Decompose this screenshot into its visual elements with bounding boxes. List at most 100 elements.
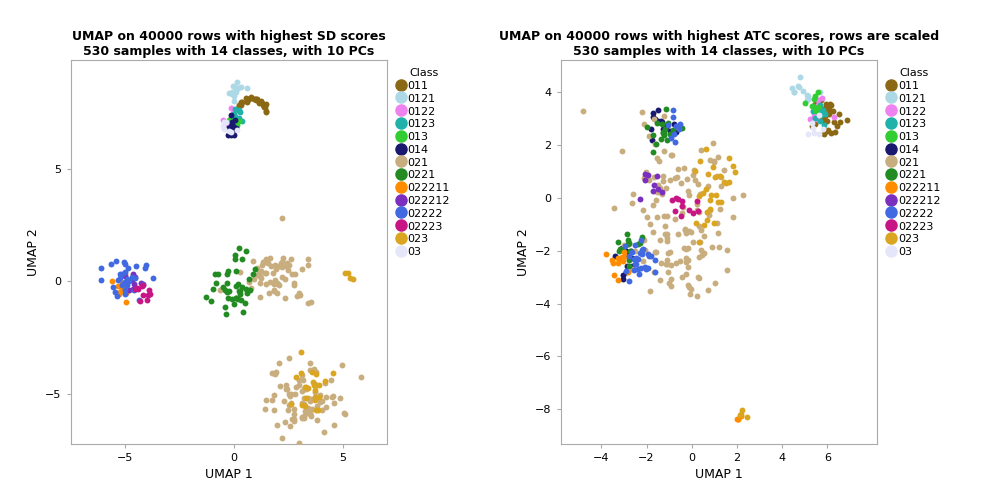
Point [286, 405, 302, 413]
Point [231, 106, 247, 114]
Point [640, 264, 656, 272]
Point [810, 115, 827, 123]
Point [294, 387, 310, 395]
Point [237, 298, 253, 306]
Point [248, 95, 264, 103]
Point [700, 170, 716, 178]
Point [232, 101, 248, 109]
Point [615, 275, 631, 283]
Point [118, 279, 134, 287]
Point [223, 104, 239, 112]
Point [286, 410, 302, 418]
Point [267, 370, 283, 378]
Point [806, 100, 823, 108]
Point [671, 125, 687, 133]
Point [632, 249, 648, 257]
Point [674, 204, 690, 212]
Point [605, 259, 621, 267]
Point [141, 286, 157, 294]
Point [678, 258, 695, 266]
Point [827, 113, 843, 121]
Point [293, 371, 309, 379]
Point [261, 289, 277, 297]
Point [254, 261, 270, 269]
Point [241, 95, 257, 103]
Point [658, 184, 674, 193]
Point [258, 258, 274, 266]
Point [231, 280, 247, 288]
Point [691, 222, 708, 230]
Point [220, 288, 236, 296]
Point [706, 219, 722, 227]
Point [626, 266, 642, 274]
Point [689, 292, 706, 300]
Point [291, 376, 307, 384]
Legend: 011, 0121, 0122, 0123, 013, 014, 021, 0221, 022211, 022212, 02222, 02223, 023, 0: 011, 0121, 0122, 0123, 013, 014, 021, 02… [886, 66, 942, 260]
Point [690, 253, 707, 261]
Point [125, 285, 141, 293]
Point [110, 276, 126, 284]
Point [262, 278, 278, 286]
Point [252, 272, 268, 280]
Point [258, 280, 274, 288]
Point [646, 268, 662, 276]
Point [312, 391, 329, 399]
Point [703, 191, 719, 199]
Point [222, 116, 238, 124]
Point [233, 296, 249, 304]
Point [307, 380, 324, 388]
Point [213, 285, 229, 293]
Point [798, 96, 814, 104]
Point [661, 279, 677, 287]
Point [658, 212, 674, 220]
Point [221, 128, 237, 136]
Point [282, 399, 298, 407]
Point [731, 415, 747, 423]
Point [300, 299, 317, 307]
Point [807, 120, 824, 129]
Point [610, 238, 626, 246]
Point [637, 263, 653, 271]
Point [222, 287, 238, 295]
Point [256, 103, 272, 111]
Point [820, 126, 836, 134]
Point [296, 385, 312, 393]
Point [114, 282, 130, 290]
Point [256, 258, 272, 266]
Point [804, 119, 821, 127]
Point [648, 118, 664, 127]
Point [277, 262, 293, 270]
Point [711, 153, 727, 161]
Point [618, 246, 634, 255]
Point [127, 274, 143, 282]
Point [654, 187, 670, 196]
Point [654, 118, 670, 126]
Point [286, 279, 302, 287]
Point [791, 73, 807, 81]
Point [692, 157, 709, 165]
Point [291, 381, 307, 389]
Point [649, 187, 665, 196]
Point [816, 131, 833, 139]
Point [253, 97, 269, 105]
Point [257, 396, 273, 404]
Point [293, 348, 309, 356]
Point [111, 290, 127, 298]
Point [116, 282, 132, 290]
Point [252, 279, 268, 287]
Point [231, 114, 247, 122]
Point [623, 247, 639, 256]
Point [622, 247, 638, 255]
Point [812, 115, 829, 123]
Point [663, 282, 679, 290]
Point [285, 417, 301, 425]
Point [277, 418, 293, 426]
Point [229, 121, 245, 129]
Point [223, 111, 239, 119]
Point [610, 276, 626, 284]
Point [667, 173, 683, 181]
Point [811, 117, 828, 125]
Point [300, 394, 317, 402]
Point [119, 287, 135, 295]
Point [667, 259, 683, 267]
